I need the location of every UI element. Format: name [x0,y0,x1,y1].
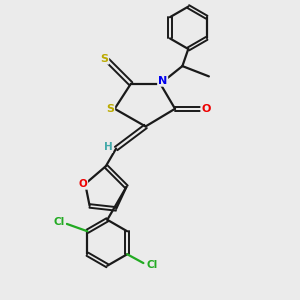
Text: O: O [201,104,211,114]
Text: S: S [106,104,114,114]
Text: S: S [100,54,108,64]
Text: Cl: Cl [54,218,65,227]
Text: H: H [103,142,112,152]
Text: O: O [79,179,87,189]
Text: N: N [158,76,167,86]
Text: Cl: Cl [146,260,157,269]
